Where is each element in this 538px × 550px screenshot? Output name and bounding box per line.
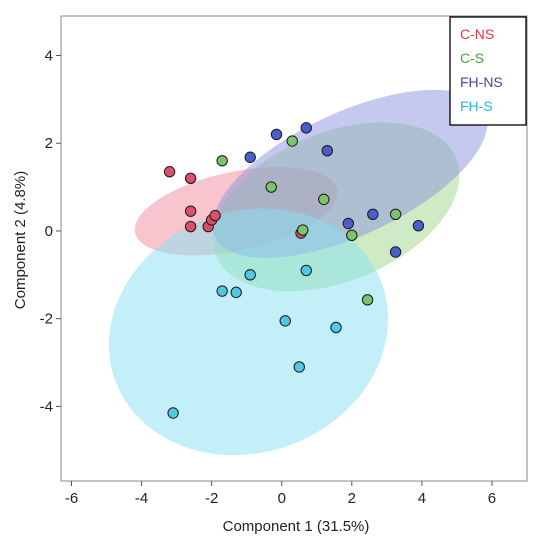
y-tick-label: 2	[45, 135, 53, 152]
point-c-s	[297, 224, 309, 236]
point-fh-s	[244, 269, 256, 281]
point-c-ns	[184, 205, 197, 217]
point-c-s	[286, 135, 298, 147]
x-tick-label: -2	[205, 490, 218, 507]
point-fh-ns	[389, 246, 402, 258]
x-axis-ticks: -6 -4 -2 0 2 4 6	[65, 481, 496, 507]
point-fh-s	[279, 315, 291, 327]
point-c-ns	[163, 166, 176, 178]
y-axis-ticks: -4 -2 0 2 4	[40, 47, 61, 415]
data-points	[163, 122, 425, 419]
point-c-s	[361, 294, 374, 306]
legend-entry-c-s: C-S	[460, 50, 484, 66]
x-tick-label: 0	[278, 490, 286, 507]
x-tick-label: 2	[348, 490, 356, 507]
point-c-ns	[209, 209, 221, 222]
point-fh-s	[293, 361, 305, 373]
point-c-ns	[184, 172, 197, 185]
x-tick-label: -4	[135, 490, 148, 507]
legend: C-NS C-S FH-NS FH-S	[449, 16, 527, 126]
legend-box	[449, 16, 527, 126]
y-tick-label: 4	[45, 47, 53, 64]
y-tick-label: -2	[40, 311, 53, 328]
legend-entry-c-ns: C-NS	[460, 26, 494, 42]
point-fh-s	[230, 286, 242, 299]
point-c-ns	[184, 220, 197, 233]
point-c-s	[318, 193, 330, 206]
y-tick-label: -4	[40, 398, 53, 415]
point-fh-ns	[412, 219, 425, 232]
y-tick-label: 0	[45, 223, 53, 240]
point-fh-s	[167, 407, 179, 419]
point-fh-s	[216, 285, 228, 297]
point-c-s	[265, 181, 277, 193]
x-axis-label: Component 1 (31.5%)	[223, 518, 370, 535]
point-fh-ns	[270, 128, 283, 141]
legend-entry-fh-s: FH-S	[460, 98, 493, 114]
plot-frame	[60, 15, 528, 482]
confidence-ellipses	[108, 89, 488, 456]
point-c-s	[346, 229, 358, 242]
point-c-s	[216, 155, 228, 167]
x-tick-label: 6	[488, 490, 496, 507]
x-tick-label: -6	[65, 490, 78, 507]
point-fh-ns	[300, 122, 312, 134]
point-fh-s	[300, 264, 312, 277]
point-c-s	[389, 208, 402, 220]
point-fh-s	[330, 321, 342, 334]
legend-entry-fh-ns: FH-NS	[460, 74, 503, 90]
point-fh-ns	[321, 144, 333, 157]
point-fh-ns	[342, 217, 355, 230]
x-tick-label: 4	[418, 490, 426, 507]
point-fh-ns	[367, 208, 379, 220]
y-axis-label: Component 2 (4.8%)	[12, 171, 29, 309]
ellipse-fh-s	[108, 208, 389, 456]
point-fh-ns	[244, 151, 256, 163]
